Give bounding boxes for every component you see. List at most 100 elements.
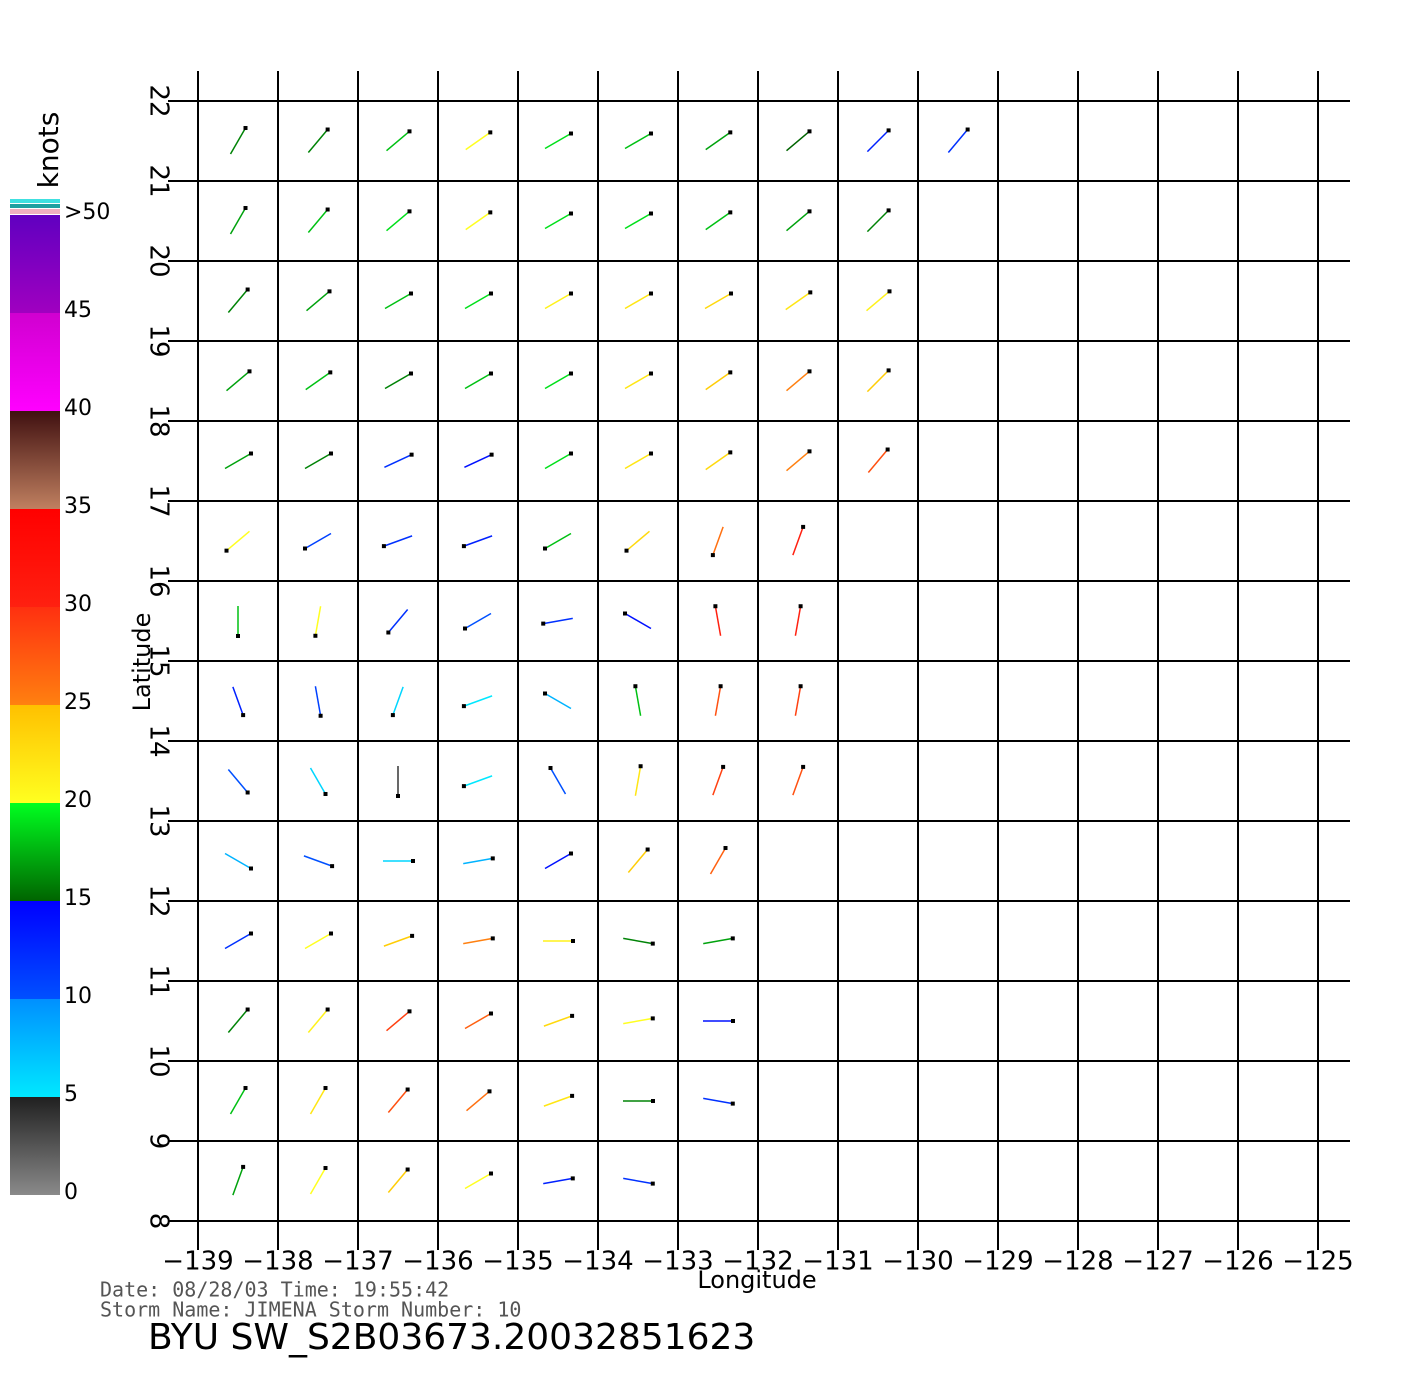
wind-vector [381,535,413,549]
wind-vector [307,207,330,233]
wind-vector [463,936,495,945]
x-axis-label: Longitude [697,1266,816,1294]
wind-vector [544,371,573,390]
wind-vector [786,369,812,392]
wind-vector [232,686,246,718]
y-tick-label: 22 [144,84,174,117]
wind-vector [464,452,494,469]
wind-vector [224,852,253,871]
wind-vector [383,933,415,947]
wind-vector [386,609,409,635]
y-tick-label: 12 [144,884,174,917]
wind-vector [866,289,892,312]
wind-vector [710,526,724,558]
wind-vector [543,939,575,943]
wind-vector [786,209,812,232]
wind-vector [866,208,891,233]
colorbar-label: knots [32,112,65,189]
wind-vector [464,1171,493,1190]
colorbar-segment [10,411,60,509]
wind-vector [544,131,573,150]
wind-vector [623,1016,655,1025]
wind-vector [304,451,333,470]
y-tick-label: 15 [144,644,174,677]
wind-vector [384,452,414,469]
colorbar-segment [10,803,60,901]
wind-vector [714,684,723,716]
wind-vector [713,604,722,636]
wind-vector [786,449,812,472]
wind-vector [227,1007,250,1033]
wind-vector [866,368,891,393]
wind-vector [709,846,728,875]
y-tick-label: 9 [144,1133,174,1150]
wind-vector [463,856,495,865]
wind-vector [390,686,404,718]
y-tick-label: 17 [144,484,174,517]
y-tick-label: 20 [144,244,174,277]
wind-vector [304,931,333,950]
y-tick-label: 19 [144,324,174,357]
wind-vector [703,936,735,945]
colorbar-cap [10,209,60,214]
wind-vector [461,535,493,549]
wind-vector [229,126,248,155]
wind-vector [384,371,413,390]
x-tick-label: −134 [562,1247,633,1277]
wind-vector [309,767,328,796]
footer-line: Storm Name: JIMENA Storm Number: 10 [100,1298,521,1322]
wind-vector [794,604,803,636]
wind-vector [309,1166,328,1195]
wind-vector [867,447,890,473]
wind-vector [229,206,248,235]
x-tick-label: −135 [482,1247,553,1277]
y-axis-label: Latitude [128,613,156,712]
wind-vector [396,766,400,798]
wind-vector [624,371,653,390]
y-tick-label: 18 [144,404,174,437]
wind-vector [712,764,726,796]
x-tick-label: −138 [242,1247,313,1277]
wind-vector [544,211,573,230]
wind-vector [634,764,643,796]
x-tick-label: −131 [802,1247,873,1277]
wind-vector [624,211,653,230]
wind-vector [303,532,332,551]
wind-vector [303,855,335,869]
wind-vector [705,450,733,471]
x-tick-label: −128 [1042,1247,1113,1277]
x-tick-label: −130 [882,1247,953,1277]
wind-vector [307,127,330,153]
wind-vector [384,291,413,310]
wind-vector [705,370,733,391]
colorbar-tick-label: 20 [64,788,92,813]
colorbar-segment [10,509,60,607]
wind-vector [224,931,253,950]
wind-vector [461,695,493,709]
wind-vector [314,686,323,718]
x-tick-label: −137 [322,1247,393,1277]
wind-vector [543,1093,575,1107]
x-tick-label: −127 [1122,1247,1193,1277]
colorbar-segment [10,1097,60,1195]
wind-vector [623,1099,655,1103]
wind-vector [465,130,493,151]
colorbar-tick-label: 35 [64,494,92,519]
wind-vector [386,129,412,152]
wind-vector [232,1164,246,1196]
colorbar-tick-label: 5 [64,1082,78,1107]
wind-vector [624,131,653,150]
wind-vector [544,851,573,870]
colorbar-segment [10,705,60,803]
colorbar-cap [10,199,60,203]
wind-vector [623,1177,655,1186]
wind-vector [623,937,655,946]
wind-vector [313,606,322,638]
wind-vector [704,291,733,310]
wind-vector [624,451,653,470]
wind-vector [387,1167,410,1193]
x-tick-label: −129 [962,1247,1033,1277]
wind-vector [705,130,733,151]
colorbar-segment [10,901,60,999]
wind-vector [548,766,567,795]
